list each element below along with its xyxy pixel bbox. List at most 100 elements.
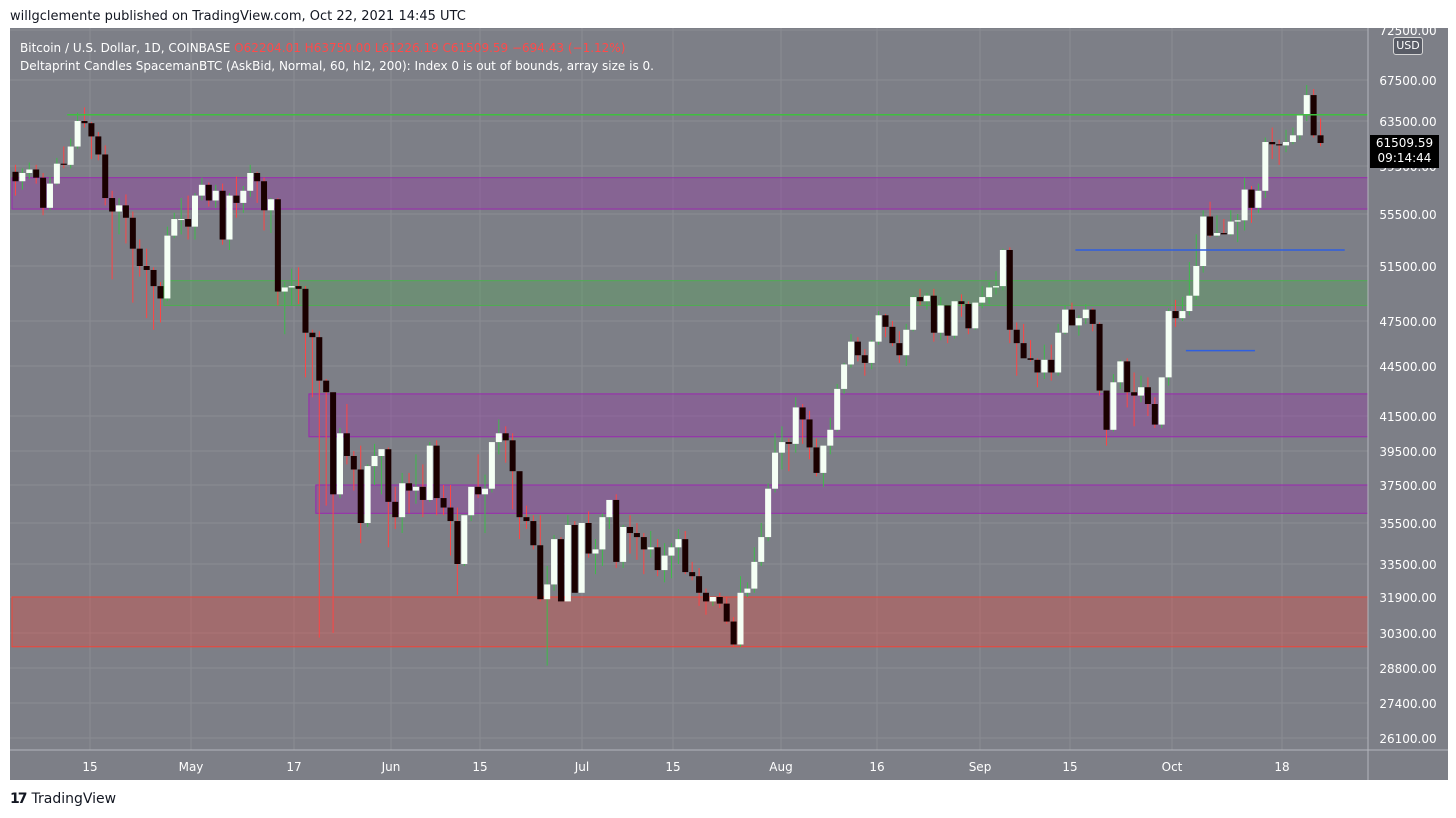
candle-body [606,499,613,518]
candle [1117,359,1124,389]
candle-body [1207,216,1214,236]
candle-body [792,407,799,444]
candle [81,107,88,128]
candle [1131,372,1138,427]
chart-area[interactable]: 72500.0067500.0063500.0059500.0055500.00… [10,28,1448,780]
candle-body [861,355,868,363]
candle-body [171,219,178,236]
candle-body [827,429,834,446]
candle-body [233,195,240,203]
candle-body [847,341,854,365]
candle-body [81,121,88,124]
candle-body [399,483,406,518]
candle [406,472,413,514]
candle-body [910,297,917,330]
candle-body [1034,359,1041,373]
symbol-title[interactable]: Bitcoin / U.S. Dollar, 1D, COINBASE [20,41,231,55]
candle-body [19,172,26,182]
candle [475,454,482,499]
candle-body [1138,387,1145,396]
candle-body [758,537,765,562]
candle-body [1248,189,1255,208]
candle [122,194,129,244]
candle-body [1241,189,1248,221]
candle [571,521,578,593]
time-tick-label: Aug [769,760,792,774]
candle-body [578,523,585,593]
candle-body [1193,266,1200,296]
price-tick-label: 37500.00 [1379,479,1436,493]
candle-body [841,364,848,389]
candle-body [813,447,820,473]
candle [157,282,164,323]
candle-body [1283,142,1290,146]
candle [364,464,371,527]
candle [1027,340,1034,362]
candle-body [702,592,709,602]
candle [516,471,523,540]
candle-body [1048,359,1055,373]
last-price-tag: 61509.59 09:14:44 [1370,135,1439,168]
candle-body [357,469,364,523]
currency-badge[interactable]: USD [1393,37,1423,55]
candle [917,288,924,306]
candle-body [1179,311,1186,319]
candle-body [247,172,254,191]
candle [951,301,958,339]
candle-body [454,521,461,564]
candle-body [350,455,357,470]
candle [592,539,599,575]
candle-body [254,172,261,182]
candle [937,297,944,341]
price-tick-label: 35500.00 [1379,517,1436,531]
candlestick-chart[interactable]: 72500.0067500.0063500.0059500.0055500.00… [10,28,1448,780]
candle [551,535,558,591]
candle-body [806,419,813,448]
candle [495,419,502,455]
price-tick-label: 27400.00 [1379,697,1436,711]
candle [813,438,820,477]
candle-body [633,533,640,538]
candle [564,515,571,602]
candle [1317,118,1324,147]
candle-body [143,266,150,270]
candle [606,499,613,530]
bar-countdown: 09:14:44 [1377,151,1432,165]
candle [847,334,854,368]
candle-body [509,440,516,472]
candle-body [930,295,937,333]
candle [171,212,178,239]
candle-body [482,488,489,495]
candle-body [426,445,433,500]
price-tick-label: 33500.00 [1379,558,1436,572]
candle [1138,375,1145,403]
candle-body [937,305,944,333]
candle [730,617,737,647]
price-tick-label: 30300.00 [1379,627,1436,641]
candle-body [330,392,337,495]
footer-branding[interactable]: 17 TradingView [10,791,116,807]
candle [861,349,868,376]
candle [433,440,440,516]
candle-body [744,588,751,593]
candle [737,576,744,647]
candle-body [1082,309,1089,319]
candle [1062,305,1069,335]
candle [378,449,385,495]
indicator-label[interactable]: Deltaprint Candles SpacemanBTC (AskBid, … [20,59,654,73]
candle-body [668,547,675,556]
candle-body [40,177,47,208]
candle [40,172,47,216]
candle [1262,137,1269,199]
price-tick-label: 44500.00 [1379,360,1436,374]
candle-body [1041,359,1048,373]
candle-body [654,547,661,571]
candle [1248,185,1255,223]
candle [578,523,585,593]
last-price-value: 61509.59 [1375,136,1434,150]
candle-body [1006,249,1013,330]
time-tick-label: 18 [1274,760,1289,774]
candle-body [1103,390,1110,430]
candle-body [696,576,703,593]
candle-body [647,547,654,550]
